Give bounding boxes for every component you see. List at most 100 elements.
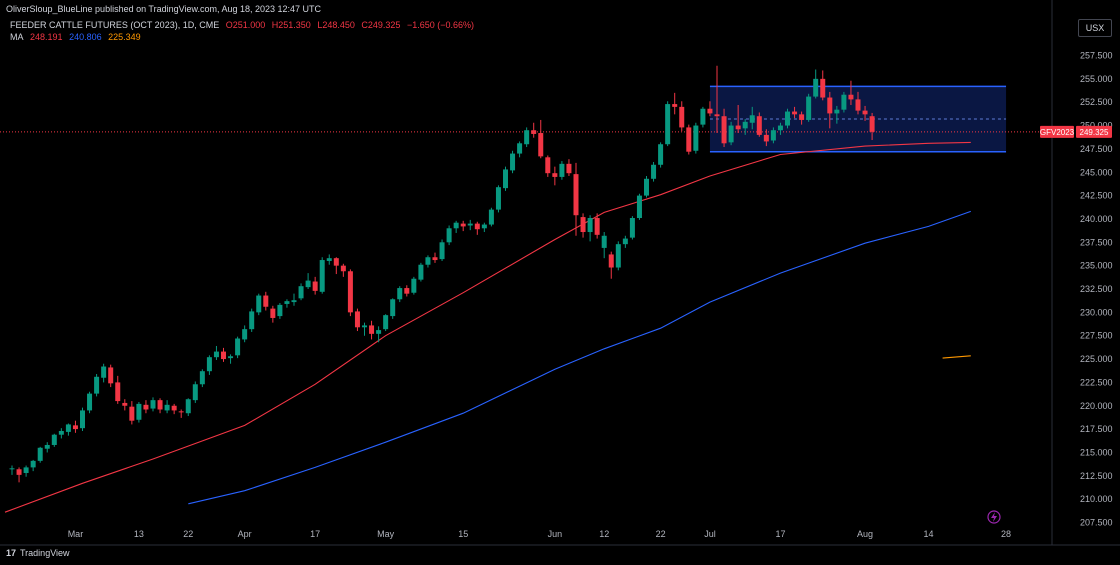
candle-body: [136, 403, 142, 420]
y-tick-label: 235.000: [1080, 261, 1113, 271]
candle-body: [305, 280, 311, 288]
candle-body: [369, 325, 375, 334]
candle-body: [221, 351, 226, 360]
currency-button[interactable]: USX: [1078, 19, 1112, 37]
candle-body: [72, 425, 78, 430]
candle-body: [326, 258, 332, 261]
candle-body: [587, 218, 593, 233]
candle-body: [559, 163, 565, 177]
x-tick-label: Apr: [238, 529, 252, 539]
candle-body: [749, 115, 755, 123]
tradingview-logo-icon: 17: [6, 548, 17, 558]
candle-body: [651, 164, 657, 179]
candle-body: [9, 468, 15, 470]
candle-body: [44, 444, 50, 449]
candle-body: [503, 169, 508, 189]
candle-body: [531, 130, 537, 134]
candle-body: [354, 311, 360, 328]
candle-body: [869, 116, 875, 132]
candle-body: [763, 134, 769, 142]
symbol-tag-bg: [1040, 125, 1074, 138]
candle-body: [291, 300, 297, 303]
candle-body: [418, 264, 424, 280]
candle-body: [94, 376, 100, 394]
candle-body: [101, 366, 107, 378]
candle-body: [488, 209, 494, 225]
candle-body: [742, 121, 748, 129]
candle-body: [312, 281, 318, 291]
x-tick-label: May: [377, 529, 395, 539]
candle-body: [228, 356, 234, 359]
y-tick-label: 217.500: [1080, 424, 1113, 434]
candle-body: [277, 304, 283, 317]
candle-body: [460, 223, 466, 227]
candle-body: [510, 153, 516, 171]
y-tick-label: 225.000: [1080, 354, 1113, 364]
y-tick-label: 212.500: [1080, 471, 1113, 481]
candle-body: [65, 424, 71, 432]
x-tick-label: Jun: [548, 529, 563, 539]
publisher-line: OliverSloup_BlueLine published on Tradin…: [6, 4, 322, 14]
candle-body: [37, 447, 43, 461]
candle-body: [792, 111, 798, 115]
x-tick-label: 17: [310, 529, 320, 539]
candle-body: [834, 109, 840, 114]
symbol-tag-label: GFV2023: [1040, 128, 1075, 137]
ohlc-low: L248.450: [317, 20, 355, 30]
ma-legend: MA 248.191 240.806 225.349: [10, 32, 145, 42]
candle-body: [714, 114, 720, 117]
ma-value-1: 248.191: [30, 32, 63, 42]
candle-body: [347, 271, 353, 313]
y-tick-label: 252.500: [1080, 97, 1113, 107]
moving-average-line-1: [4, 141, 971, 513]
ohlc-open: O251.000: [225, 20, 266, 30]
x-tick-label: Mar: [68, 529, 84, 539]
candle-body: [467, 223, 473, 226]
candle-body: [524, 130, 530, 145]
symbol-legend: FEEDER CATTLE FUTURES (OCT 2023), 1D, CM…: [10, 20, 478, 30]
candle-body: [30, 460, 36, 468]
candle-body: [383, 315, 389, 330]
candle-body: [319, 260, 325, 292]
candle-body: [256, 295, 262, 313]
candle-body: [573, 174, 579, 216]
moving-average-line-3: [942, 355, 971, 359]
footer-brand-label: TradingView: [20, 548, 70, 558]
x-tick-label: 17: [775, 529, 785, 539]
candle-body: [665, 104, 671, 145]
candle-body: [58, 430, 64, 435]
candle-body: [397, 288, 403, 300]
candle-body: [517, 143, 523, 154]
candle-body: [284, 301, 290, 304]
footer-brand[interactable]: 17 TradingView: [6, 548, 70, 558]
ohlc-high: H251.350: [271, 20, 311, 30]
ma-label: MA: [10, 32, 24, 42]
ma-value-3: 225.349: [108, 32, 141, 42]
y-tick-label: 210.000: [1080, 494, 1113, 504]
candle-body: [171, 405, 177, 411]
candle-body: [629, 218, 635, 238]
candle-body: [552, 173, 558, 177]
x-tick-label: 28: [1001, 529, 1011, 539]
y-tick-label: 247.500: [1080, 144, 1113, 154]
y-tick-label: 250.000: [1080, 121, 1113, 131]
candle-body: [827, 97, 833, 114]
candle-body: [580, 217, 586, 233]
candle-body: [777, 125, 783, 131]
candle-body: [333, 258, 339, 266]
candle-body: [594, 218, 600, 235]
candle-body: [707, 108, 713, 114]
x-tick-label: 22: [183, 529, 193, 539]
y-tick-label: 240.000: [1080, 214, 1113, 224]
candle-body: [157, 400, 163, 410]
candle-body: [108, 367, 114, 384]
candle-body: [806, 96, 812, 120]
candle-body: [601, 235, 607, 248]
candle-body: [686, 127, 692, 152]
candle-body: [785, 111, 790, 126]
price-tag-label: 249.325: [1080, 128, 1109, 137]
y-tick-label: 222.500: [1080, 377, 1113, 387]
candle-body: [841, 94, 847, 110]
candle-body: [23, 467, 29, 473]
